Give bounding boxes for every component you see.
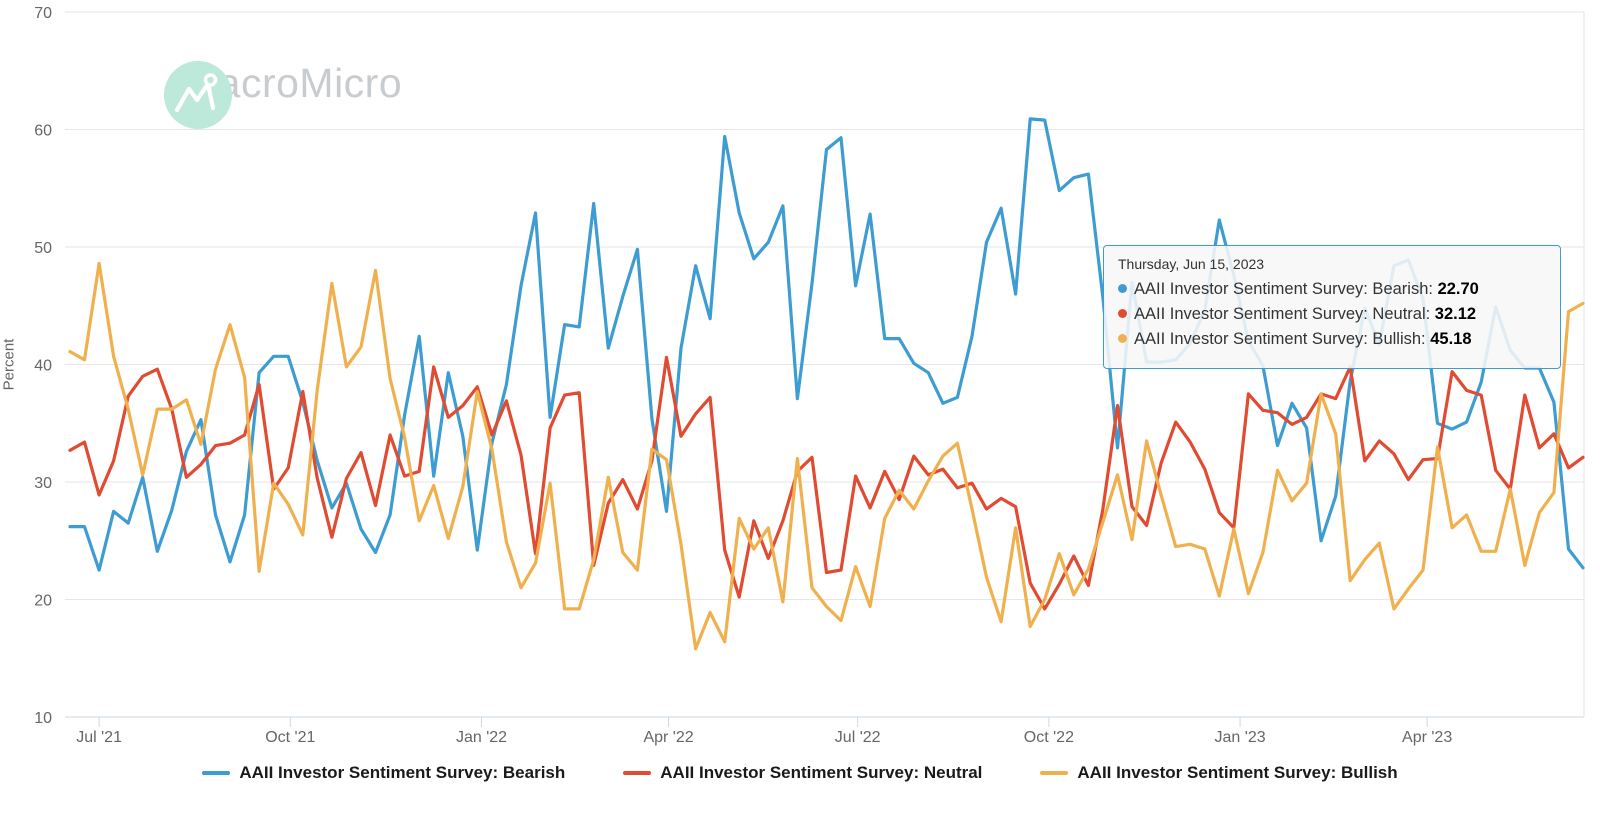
legend-item-bearish[interactable]: AAII Investor Sentiment Survey: Bearish	[202, 763, 565, 783]
x-axis-tick-label: Jan '23	[1215, 729, 1266, 746]
x-axis-tick-label: Oct '21	[265, 729, 315, 746]
series-line-neutral[interactable]	[68, 355, 1585, 611]
series-line-bullish[interactable]	[68, 261, 1585, 651]
chart-tooltip: Thursday, Jun 15, 2023 AAII Investor Sen…	[1103, 245, 1561, 369]
legend-dash-icon	[1040, 771, 1069, 775]
tooltip-series-dot-icon	[1118, 334, 1127, 343]
legend-item-label: AAII Investor Sentiment Survey: Bearish	[239, 763, 566, 782]
series-line-bearish[interactable]	[68, 117, 1585, 572]
x-axis-tick-label: Jan '22	[456, 729, 507, 746]
tooltip-row: AAII Investor Sentiment Survey: Bullish:…	[1118, 327, 1546, 352]
tooltip-series-dot-icon	[1118, 309, 1127, 318]
y-axis-title: Percent	[0, 338, 18, 391]
y-axis-tick-label: 50	[34, 240, 52, 257]
chart-legend: AAII Investor Sentiment Survey: Bearish A…	[0, 763, 1600, 783]
tooltip-series-dot-icon	[1118, 284, 1127, 293]
tooltip-rows: AAII Investor Sentiment Survey: Bearish:…	[1118, 277, 1546, 352]
y-axis-tick-label: 70	[34, 5, 52, 22]
tooltip-series-value: 45.18	[1430, 330, 1472, 348]
legend-item-label: AAII Investor Sentiment Survey: Bullish	[1077, 763, 1398, 782]
tooltip-date: Thursday, Jun 15, 2023	[1118, 256, 1265, 272]
x-axis-tick-label: Apr '23	[1402, 729, 1452, 746]
tooltip-row: AAII Investor Sentiment Survey: Bearish:…	[1118, 277, 1546, 302]
plot-area[interactable]: 70 60 50 40 30 20 10 Jul '21 Oct '21 Jan '22 Apr '…	[0, 0, 1600, 758]
x-axis-tick-label: Jul '21	[76, 729, 122, 746]
tooltip-series-value: 32.12	[1434, 305, 1477, 323]
x-axis-tick-label: Apr '22	[643, 729, 693, 746]
y-axis-tick-label: 20	[34, 593, 52, 610]
y-axis-tick-label: 40	[34, 358, 52, 375]
y-axis-tick-label: 30	[34, 475, 52, 492]
y-axis-tick-label: 10	[34, 710, 52, 727]
legend-item-bullish[interactable]: AAII Investor Sentiment Survey: Bullish	[1040, 763, 1398, 783]
tooltip-series-label: AAII Investor Sentiment Survey: Bullish:	[1134, 330, 1431, 348]
y-axis-tick-label: 60	[34, 123, 52, 140]
tooltip-series-value: 22.70	[1437, 280, 1479, 298]
legend-dash-icon	[202, 771, 231, 775]
x-axis-tick-label: Jul '22	[835, 729, 881, 746]
tooltip-series-label: AAII Investor Sentiment Survey: Bearish:	[1134, 280, 1438, 298]
tooltip-row: AAII Investor Sentiment Survey: Neutral:…	[1118, 302, 1546, 327]
x-axis-tick-label: Oct '22	[1024, 729, 1074, 746]
tooltip-series-label: AAII Investor Sentiment Survey: Neutral:	[1134, 305, 1435, 323]
legend-item-neutral[interactable]: AAII Investor Sentiment Survey: Neutral	[623, 763, 982, 783]
legend-item-label: AAII Investor Sentiment Survey: Neutral	[660, 763, 983, 782]
legend-dash-icon	[623, 771, 652, 775]
